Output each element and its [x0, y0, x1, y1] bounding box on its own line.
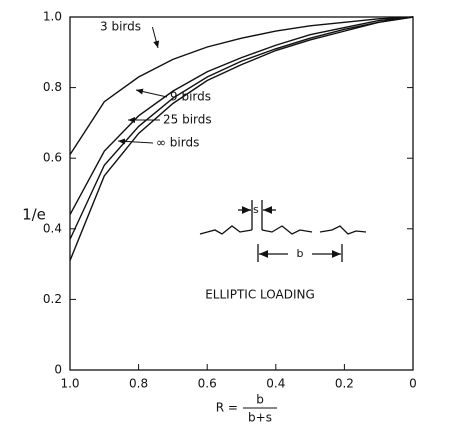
x-label-numerator: b — [256, 393, 264, 407]
x-tick-label: 1.0 — [60, 377, 79, 391]
loading-diagram — [199, 200, 367, 262]
y-axis-label: 1/e — [22, 206, 46, 224]
x-tick-label: 0.6 — [198, 377, 217, 391]
x-tick-label: 0 — [409, 377, 417, 391]
y-tick-label: 0.4 — [43, 221, 62, 235]
x-tick-label: 0.2 — [335, 377, 354, 391]
label-arrow — [151, 26, 160, 49]
x-label-denominator: b+s — [248, 411, 272, 425]
annotation: s — [253, 203, 259, 216]
y-tick-label: 0.6 — [43, 151, 62, 165]
x-tick-label: 0.8 — [129, 377, 148, 391]
plot-frame — [69, 16, 414, 371]
y-tick-label: 0 — [54, 363, 62, 377]
curve — [69, 16, 414, 216]
x-label-lhs: R = — [216, 401, 238, 415]
label-arrow — [135, 88, 168, 98]
series-label: 25 birds — [163, 113, 212, 127]
y-tick-label: 0.8 — [43, 80, 62, 94]
annotation: ELLIPTIC LOADING — [205, 288, 315, 302]
annotation: b — [297, 247, 304, 260]
y-tick-label: 0.2 — [43, 292, 62, 306]
series-label: 3 birds — [100, 20, 141, 34]
label-arrow — [117, 138, 154, 145]
curve — [69, 16, 414, 240]
x-tick-label: 0.4 — [266, 377, 285, 391]
series-label: ∞ birds — [156, 136, 199, 150]
curve — [69, 16, 414, 261]
y-tick-label: 1.0 — [43, 10, 62, 24]
curve — [69, 16, 414, 156]
